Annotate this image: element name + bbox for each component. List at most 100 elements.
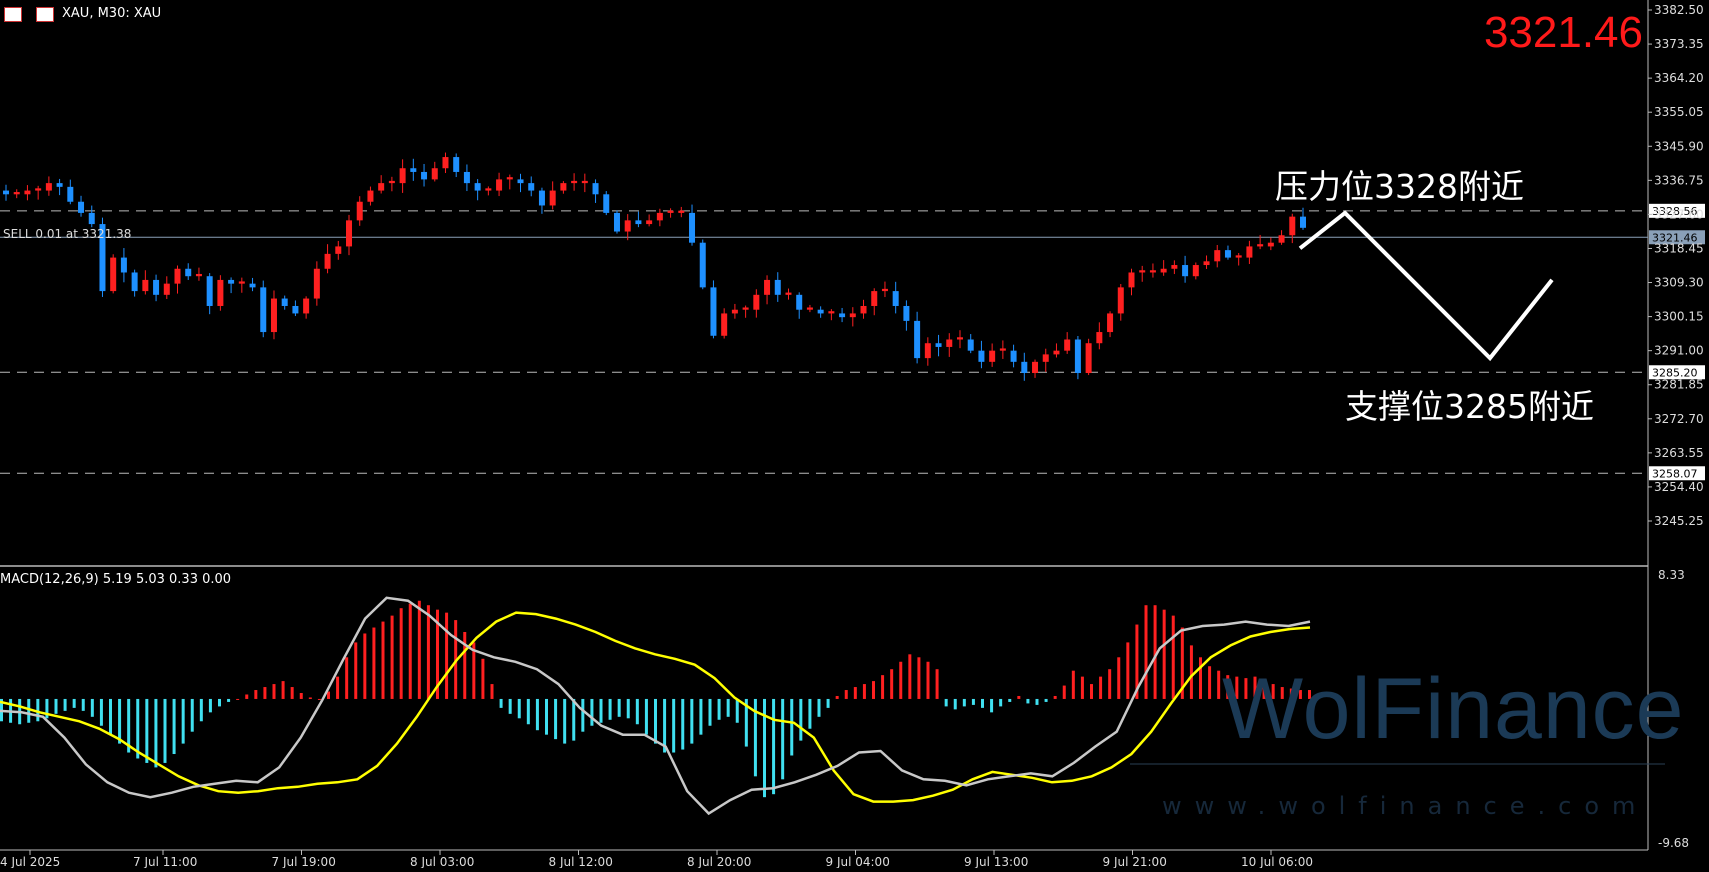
macd-panel [0,596,1665,816]
candle-body [1085,343,1092,374]
candle-body [881,288,888,292]
macd-histogram-bar [899,661,903,699]
candle-body [946,339,953,347]
macd-histogram-bar [535,698,539,731]
candle-body [1235,255,1242,258]
macd-histogram-bar [1253,676,1257,699]
candle-body [174,268,181,284]
y-tick-label: 3355.05 [1654,105,1704,119]
candle-body [989,350,996,362]
y-tick-label: 3345.90 [1654,139,1704,153]
candle-body [324,253,331,269]
macd-main-line [0,596,1311,816]
support-annotation: 支撑位3285附近 [1345,387,1594,426]
macd-histogram-bar [327,691,330,699]
macd-histogram-bar [1171,615,1175,699]
candle-body [35,188,42,191]
macd-histogram-bar [1289,688,1293,699]
candle-body [1203,261,1210,266]
candle-body [806,307,813,310]
macd-histogram-bar [1126,642,1130,699]
macd-histogram-bar [654,698,657,744]
candle-body [88,212,95,225]
chart-menu-icon[interactable] [4,7,22,22]
candle-body [228,279,235,284]
macd-histogram-bar [799,698,803,741]
macd-histogram-bar [245,694,249,699]
macd-histogram-bar [199,698,203,722]
candle-body [153,279,160,295]
macd-histogram-bar [990,698,994,713]
candle-body [560,183,567,191]
candle-body [538,190,545,206]
candle-body [1289,216,1296,236]
candle-body [453,157,460,172]
macd-histogram-bar [208,698,212,713]
candle-body [1117,287,1124,314]
macd-histogram-bar [281,681,285,699]
candle-body [635,220,642,225]
macd-histogram-bar [526,698,530,725]
macd-signal-line [0,611,1311,803]
candle-body [281,298,288,306]
y-tick-label: 3300.15 [1654,310,1704,324]
candle-body [3,190,9,195]
x-tick-label: 8 Jul 03:00 [410,855,474,868]
macd-histogram-bar [1180,627,1184,699]
macd-histogram-bar [1090,684,1093,699]
macd-histogram-bar [145,698,149,763]
macd-histogram-bar [445,612,449,699]
macd-histogram-bar [1153,605,1157,699]
macd-histogram-bar [363,633,367,699]
projection-line [1298,210,1554,362]
x-tick-label: 9 Jul 04:00 [826,855,890,868]
macd-histogram-bar [1217,670,1221,699]
candle-body [249,283,256,288]
macd-histogram-bar [227,698,231,702]
macd-histogram-bar [690,698,694,744]
candle-body [78,201,85,213]
candle-body [421,171,428,180]
candle-body [892,291,899,306]
candle-body [1192,265,1199,277]
candle-body [678,210,685,213]
macd-histogram-bar [336,676,340,699]
level-tag [1649,365,1705,380]
price-axis: 3328.56 3321.46 3285.20 3258.07 3382.50 3373.… [1648,3,1705,850]
candle-body [1107,313,1114,333]
macd-histogram-bar [290,687,294,699]
y-tick-label: 3281.85 [1654,378,1704,392]
y-tick-label: 3336.75 [1654,173,1704,187]
candle-body [45,183,52,191]
trade-panel-icon[interactable] [36,7,54,22]
y-tick-label: 3254.40 [1654,480,1704,494]
y-tick-label: 3373.35 [1654,37,1704,51]
candle-body [260,287,267,333]
candle-body [1267,242,1274,247]
macd-histogram-bar [781,698,785,780]
candle-body [581,180,588,184]
macd-histogram-bar [1117,657,1121,699]
candle-body [710,287,717,336]
macd-histogram-bar [381,621,385,699]
candle-body [13,192,20,195]
y-tick-label: 3291.00 [1654,344,1704,358]
macd-histogram-bar [1162,609,1166,699]
macd-histogram-bar [1271,684,1275,699]
candle-body [1214,250,1221,262]
candle-body [399,168,406,184]
candle-body [120,257,127,273]
order-line-label[interactable]: SELL 0.01 at 3321.38 [3,227,132,241]
macd-histogram-bar [599,698,603,723]
macd-histogram-bar [853,687,857,699]
candle-body [1257,244,1264,247]
candlesticks [3,152,1306,381]
candle-body [99,224,106,292]
macd-histogram-bar [254,690,258,699]
macd-histogram-bar [436,609,439,699]
candle-body [1278,235,1285,243]
macd-histogram-bar [36,698,40,722]
macd-histogram-bar [790,698,794,756]
macd-histogram-bar [554,698,558,740]
macd-histogram-bar [463,631,467,699]
